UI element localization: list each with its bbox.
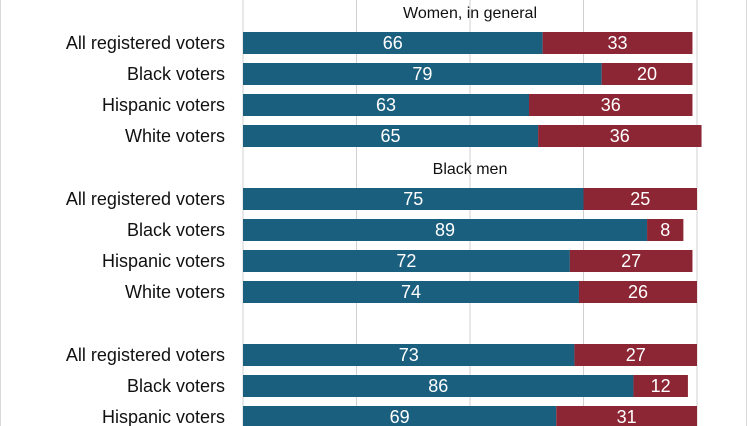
bar-value-label: 79 (412, 64, 432, 84)
bar-segment-series-2 (583, 188, 697, 210)
row-label: Black voters (127, 64, 225, 84)
bar-segment-series-1 (243, 250, 570, 272)
bar-value-label: 36 (610, 126, 630, 146)
bar-segment-series-2 (574, 344, 697, 366)
bar-segment-series-1 (243, 375, 634, 397)
bar-group: All registered voters 73 27 Black voters 86 1… (66, 344, 697, 426)
bar-segment-series-1 (243, 344, 575, 366)
row-label: All registered voters (66, 345, 225, 365)
bar-segment-series-2 (633, 375, 688, 397)
bar-value-label: 69 (390, 407, 410, 426)
bar-value-label: 65 (381, 126, 401, 146)
bar-segment-series-2 (578, 281, 697, 303)
bar-segment-series-2 (538, 125, 702, 147)
bar-segment-series-2 (542, 32, 693, 54)
row-label: All registered voters (66, 189, 225, 209)
bar-value-label: 86 (428, 376, 448, 396)
bar-group: Black men All registered voters 75 25 Black … (66, 161, 697, 303)
bar-value-label: 8 (660, 220, 670, 240)
bar-segment-series-2 (601, 63, 693, 85)
bar-value-label: 66 (383, 33, 403, 53)
bar-segment-series-1 (243, 125, 539, 147)
bar-value-label: 25 (630, 189, 650, 209)
row-label: White voters (125, 282, 225, 302)
bar-value-label: 33 (608, 33, 628, 53)
bar-group: Women, in general All registered voters 66… (66, 5, 702, 147)
bar-segment-series-1 (243, 219, 648, 241)
bar-value-label: 75 (403, 189, 423, 209)
bar-value-label: 74 (401, 282, 421, 302)
bar-segment-series-2 (569, 250, 693, 272)
bar-value-label: 27 (621, 251, 641, 271)
bar-segment-series-2 (556, 406, 697, 426)
bar-value-label: 31 (617, 407, 637, 426)
bar-segment-series-1 (243, 188, 584, 210)
row-label: Black voters (127, 376, 225, 396)
row-label: Hispanic voters (102, 407, 225, 426)
bar-segment-series-1 (243, 32, 543, 54)
bar-segment-series-2 (529, 94, 693, 116)
bar-value-label: 20 (637, 64, 657, 84)
group-title: Women, in general (403, 5, 537, 22)
bar-value-label: 36 (601, 95, 621, 115)
bar-value-label: 89 (435, 220, 455, 240)
row-label: Hispanic voters (102, 95, 225, 115)
row-label: White voters (125, 126, 225, 146)
bar-segment-series-2 (647, 219, 684, 241)
bar-segment-series-1 (243, 406, 557, 426)
bar-segment-series-1 (243, 63, 602, 85)
bar-segment-series-1 (243, 94, 530, 116)
row-label: Black voters (127, 220, 225, 240)
row-label: All registered voters (66, 33, 225, 53)
bar-value-label: 27 (626, 345, 646, 365)
bar-value-label: 72 (396, 251, 416, 271)
row-label: Hispanic voters (102, 251, 225, 271)
bar-value-label: 26 (628, 282, 648, 302)
bar-value-label: 63 (376, 95, 396, 115)
group-title: Black men (433, 161, 508, 178)
bar-segment-series-1 (243, 281, 579, 303)
bar-value-label: 12 (651, 376, 671, 396)
bar-value-label: 73 (399, 345, 419, 365)
